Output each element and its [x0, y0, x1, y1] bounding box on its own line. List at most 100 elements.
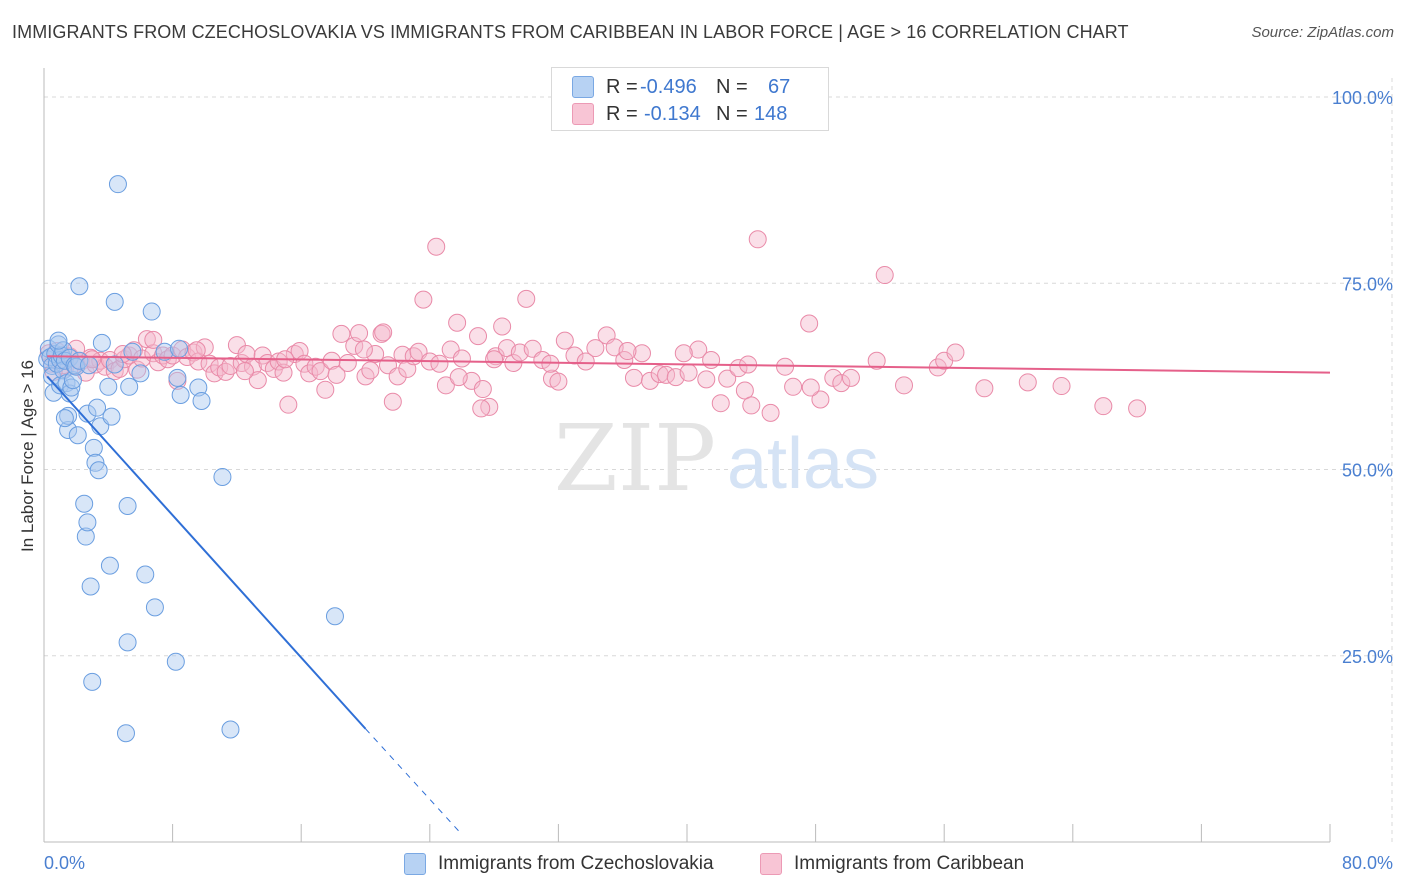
czechoslovakia-point — [75, 494, 94, 513]
caribbean-point — [356, 367, 375, 386]
bottom-legend-swatch-pink — [760, 853, 782, 875]
bottom-legend-swatch-blue — [404, 853, 426, 875]
series-czechoslovakia-points — [38, 175, 344, 743]
caribbean-point — [187, 341, 206, 360]
legend-r-value: -0.134 — [644, 102, 701, 125]
caribbean-point — [430, 354, 449, 373]
caribbean-point — [632, 344, 651, 363]
caribbean-point — [327, 365, 346, 384]
legend-swatch-pink — [572, 103, 594, 125]
czechoslovakia-point — [100, 556, 119, 575]
caribbean-point — [1128, 399, 1147, 418]
caribbean-point — [350, 324, 369, 343]
caribbean-point — [469, 327, 488, 346]
caribbean-point — [144, 330, 163, 349]
caribbean-point — [485, 350, 504, 369]
caribbean-point — [549, 372, 568, 391]
czechoslovakia-point — [76, 527, 95, 546]
caribbean-point — [274, 363, 293, 382]
x-tick-label: 0.0% — [44, 853, 85, 873]
watermark-atlas: atlas — [727, 424, 879, 504]
caribbean-point — [618, 342, 637, 361]
caribbean-trend-line — [47, 355, 1331, 374]
caribbean-point — [702, 350, 721, 369]
caribbean-point — [711, 394, 730, 413]
legend-n-value: 148 — [754, 102, 788, 125]
caribbean-point — [811, 390, 830, 409]
caribbean-point — [801, 378, 820, 397]
caribbean-point — [624, 368, 643, 387]
bottom-legend-caribbean: Immigrants from Caribbean — [760, 852, 1024, 876]
czechoslovakia-point — [131, 364, 150, 383]
czechoslovakia-trend-extension — [365, 728, 463, 835]
caribbean-point — [338, 353, 357, 372]
caribbean-point — [414, 290, 433, 309]
legend-swatch-blue — [572, 76, 594, 98]
czechoslovakia-point — [81, 577, 100, 596]
axes — [43, 68, 1331, 843]
czechoslovakia-point — [189, 378, 208, 397]
caribbean-point — [427, 237, 446, 256]
czechoslovakia-point — [145, 598, 164, 617]
caribbean-point — [205, 364, 224, 383]
czechoslovakia-point — [88, 398, 107, 417]
czechoslovakia-point — [142, 302, 161, 321]
legend-row-caribbean: R = -0.134 N = 148 — [572, 102, 787, 126]
czechoslovakia-point — [171, 386, 190, 404]
czechoslovakia-point — [123, 342, 142, 361]
czechoslovakia-point — [63, 371, 82, 390]
czechoslovakia-point — [80, 356, 99, 375]
caribbean-point — [742, 396, 761, 415]
czechoslovakia-point — [83, 672, 102, 691]
czechoslovakia-point — [102, 407, 121, 426]
caribbean-point — [689, 340, 708, 359]
x-tick-label: 80.0% — [1342, 853, 1393, 873]
y-axis-label: In Labor Force | Age > 16 — [18, 360, 37, 552]
caribbean-point — [235, 362, 254, 381]
legend-n-label: N = — [716, 102, 748, 125]
czechoslovakia-point — [166, 652, 185, 671]
caribbean-point — [388, 367, 407, 386]
legend-r-label: R = — [606, 75, 638, 98]
czechoslovakia-trend-line — [46, 375, 367, 730]
caribbean-point — [383, 392, 402, 411]
caribbean-point — [366, 345, 385, 364]
y-tick-label: 25.0% — [1342, 647, 1393, 667]
caribbean-point — [841, 368, 860, 387]
legend-row-czechoslovakia: R = -0.496 N = 67 — [572, 75, 790, 99]
czechoslovakia-point — [59, 421, 78, 440]
legend-r-label: R = — [606, 102, 638, 125]
legend-n-value: 67 — [768, 75, 791, 98]
czechoslovakia-point — [99, 377, 118, 396]
caribbean-point — [761, 403, 780, 422]
caribbean-point — [975, 379, 994, 398]
caribbean-point — [221, 356, 240, 375]
series-caribbean-points — [39, 230, 1147, 422]
caribbean-point — [436, 376, 455, 395]
caribbean-point — [641, 371, 660, 390]
caribbean-point — [248, 371, 267, 390]
caribbean-point — [374, 323, 393, 342]
czechoslovakia-point — [221, 720, 240, 739]
czechoslovakia-point — [118, 497, 137, 516]
czechoslovakia-point — [67, 357, 86, 376]
czechoslovakia-point — [155, 342, 174, 361]
caribbean-point — [895, 376, 914, 395]
caribbean-point — [448, 313, 467, 332]
caribbean-point — [729, 359, 748, 378]
caribbean-point — [472, 399, 491, 418]
caribbean-point — [748, 230, 767, 249]
caribbean-point — [354, 340, 373, 359]
caribbean-point — [227, 336, 246, 355]
caribbean-point — [1094, 397, 1113, 416]
czechoslovakia-point — [136, 565, 155, 584]
czechoslovakia-point — [92, 333, 111, 352]
caribbean-point — [576, 352, 595, 371]
y-tick-label: 75.0% — [1342, 274, 1393, 294]
caribbean-point — [679, 363, 698, 382]
correlation-legend: R = -0.496 N = 67 R = -0.134 N = 148 — [551, 67, 829, 131]
caribbean-point — [784, 377, 803, 396]
czechoslovakia-point — [70, 277, 89, 296]
caribbean-point — [332, 324, 351, 343]
